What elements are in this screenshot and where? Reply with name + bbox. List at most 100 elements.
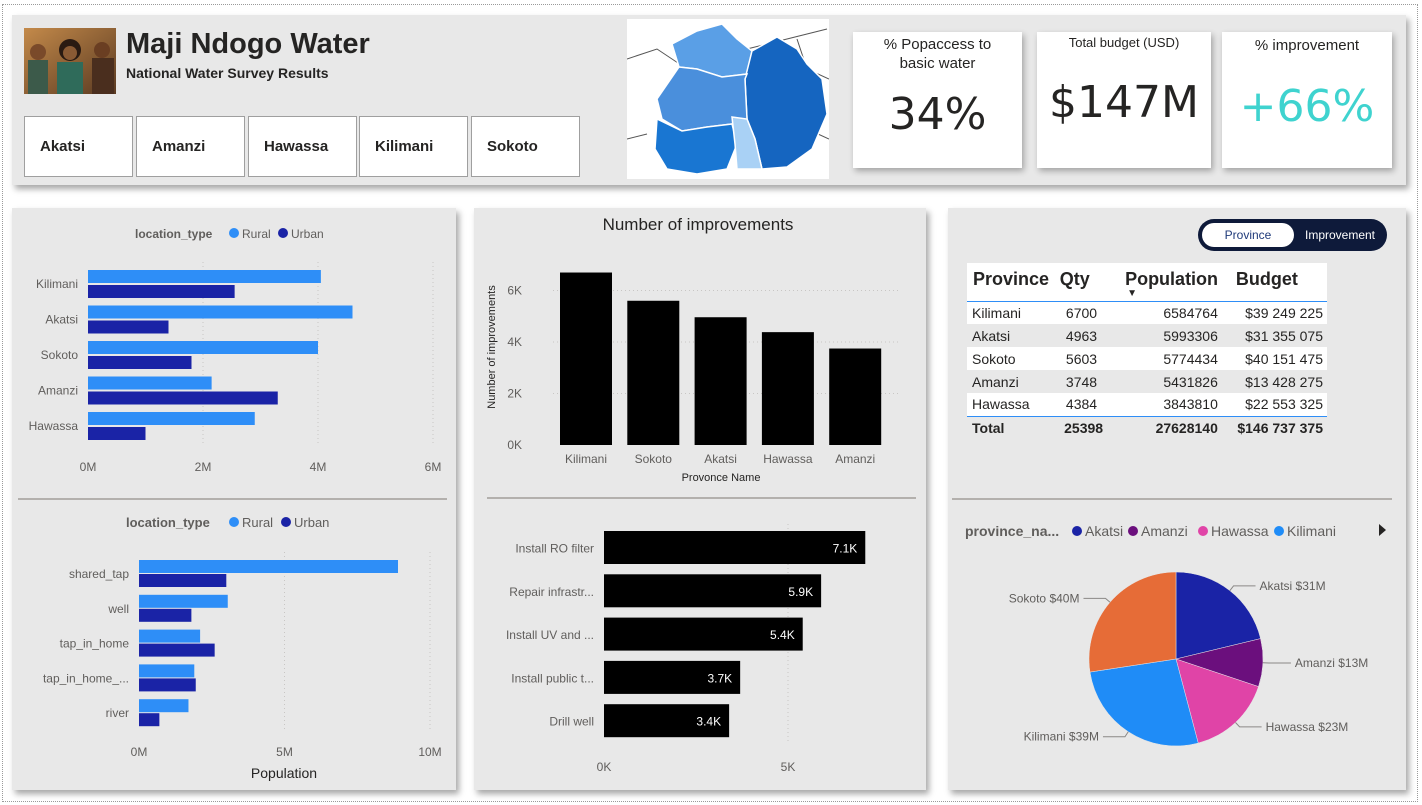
province-slicer-akatsi[interactable]: Akatsi — [24, 116, 133, 177]
sort-desc-icon: ▼ — [1127, 288, 1137, 299]
bar[interactable] — [604, 660, 741, 694]
chart2-legend-urban[interactable]: Urban — [294, 515, 329, 530]
table-total-row: Total 25398 27628140 $146 737 375 — [967, 416, 1327, 439]
legend-label[interactable]: Akatsi — [1085, 523, 1123, 539]
bar-rural[interactable] — [88, 341, 318, 354]
pie-data-label: Kilimani $39M — [1024, 730, 1099, 744]
category-label: Kilimani — [36, 277, 78, 291]
x-tick-label: 0M — [80, 460, 97, 474]
province-slicer-amanzi[interactable]: Amanzi — [136, 116, 245, 177]
province-slicer-sokoto[interactable]: Sokoto — [471, 116, 580, 177]
data-label: 7.1K — [833, 542, 858, 556]
chart1-legend-rural[interactable]: Rural — [242, 227, 271, 241]
bar-rural[interactable] — [139, 664, 195, 678]
legend-dot — [1274, 526, 1284, 536]
chart2-xlabel: Population — [251, 765, 317, 781]
y-tick-label: 0K — [507, 438, 522, 452]
access-card: % Popaccess to basic water 34% — [853, 32, 1022, 168]
table-row[interactable]: Hawassa 4384 3843810 $22 553 325 — [967, 393, 1327, 416]
bar[interactable] — [694, 317, 747, 445]
y-tick-label: 6K — [507, 284, 522, 298]
bar[interactable] — [604, 574, 822, 608]
toggle-improvement[interactable]: Improvement — [1304, 228, 1376, 242]
table-total-budget: $146 737 375 — [1237, 419, 1323, 436]
table-header-population[interactable]: Population ▼ — [1125, 263, 1228, 301]
budget-card-value: $147M — [1049, 77, 1199, 128]
bar[interactable] — [604, 531, 866, 564]
table-cell-qty: 5603 — [1065, 350, 1098, 367]
table-total-population: 27628140 — [1155, 419, 1218, 436]
chart2-legend-rural[interactable]: Rural — [242, 515, 273, 530]
x-tick-label: 0K — [597, 760, 612, 774]
pie-slice-kilimani[interactable] — [1089, 658, 1199, 747]
bar-urban[interactable] — [88, 285, 235, 298]
bar-urban[interactable] — [139, 678, 196, 692]
bar[interactable] — [627, 300, 680, 445]
bar-rural[interactable] — [139, 699, 189, 713]
pie-data-label: Sokoto $40M — [1009, 591, 1080, 605]
category-label: river — [106, 706, 129, 720]
x-tick-label: 5K — [781, 760, 796, 774]
table-row[interactable]: Akatsi 4963 5993306 $31 355 075 — [967, 324, 1327, 347]
table-row[interactable]: Kilimani 6700 6584764 $39 249 225 — [967, 301, 1327, 324]
bar-rural[interactable] — [139, 594, 228, 608]
province-map[interactable] — [626, 19, 830, 179]
bar-rural[interactable] — [88, 376, 212, 390]
category-label: Sokoto — [41, 348, 79, 362]
bar-urban[interactable] — [88, 320, 169, 334]
legend-dot — [1072, 526, 1082, 536]
legend-label[interactable]: Amanzi — [1141, 523, 1188, 539]
province-table: Province Qty Population ▼ Budget Kiliman… — [967, 263, 1327, 439]
map-region-amanzi — [731, 116, 763, 170]
pie-slice-sokoto[interactable] — [1088, 571, 1177, 673]
bar-urban[interactable] — [139, 608, 192, 622]
table-cell-province: Hawassa — [972, 396, 1030, 413]
improvement-card: % improvement +66% — [1222, 32, 1392, 168]
bar-rural[interactable] — [139, 629, 201, 643]
pie-slice-akatsi[interactable] — [1175, 571, 1261, 660]
category-label: Kilimani — [565, 452, 607, 466]
bar-urban[interactable] — [139, 713, 160, 727]
bar-rural[interactable] — [88, 305, 353, 319]
bar[interactable] — [761, 332, 814, 445]
table-header-budget[interactable]: Budget — [1235, 269, 1298, 289]
population-by-province-chart: 0M 2M 4M 6M Kilimani Akatsi Sokoto Amanzi Hawass… — [29, 262, 441, 474]
bar[interactable] — [560, 272, 612, 445]
table-header-province[interactable]: Province — [973, 269, 1050, 289]
table-row[interactable]: Sokoto 5603 5774434 $40 151 475 — [967, 347, 1327, 370]
toggle-province[interactable]: Province — [1202, 223, 1294, 247]
province-slicer-kilimani[interactable]: Kilimani — [359, 116, 468, 177]
bar-urban[interactable] — [139, 574, 227, 587]
bar-urban[interactable] — [88, 356, 192, 369]
bar-rural[interactable] — [139, 560, 398, 573]
bar[interactable] — [604, 704, 730, 738]
bar-rural[interactable] — [88, 412, 255, 425]
category-label: Repair infrastr... — [509, 585, 594, 599]
category-label: well — [107, 602, 129, 616]
x-tick-label: 4M — [310, 460, 327, 474]
table-cell-budget: $31 355 075 — [1245, 327, 1323, 344]
table-cell-budget: $13 428 275 — [1245, 373, 1323, 390]
view-toggle[interactable]: Province Improvement — [1198, 219, 1387, 251]
province-slicer-hawassa[interactable]: Hawassa — [248, 116, 357, 177]
pie-data-label: Akatsi $31M — [1260, 579, 1326, 593]
table-header-qty[interactable]: Qty — [1059, 269, 1090, 289]
bar-rural[interactable] — [88, 270, 321, 283]
legend-label[interactable]: Hawassa — [1211, 523, 1269, 539]
bar[interactable] — [829, 348, 882, 445]
bar[interactable] — [604, 617, 803, 651]
bar-urban[interactable] — [88, 391, 278, 405]
leader-line — [1229, 585, 1256, 591]
legend-label[interactable]: Kilimani — [1287, 523, 1336, 539]
chart1-legend-urban[interactable]: Urban — [291, 227, 324, 241]
access-card-value: 34% — [888, 89, 987, 140]
table-cell-province: Amanzi — [972, 373, 1019, 390]
category-label: Drill well — [549, 715, 594, 729]
bar-urban[interactable] — [88, 427, 146, 440]
pie-legend-next-icon[interactable] — [1379, 524, 1386, 536]
bar-urban[interactable] — [139, 643, 215, 657]
table-header-population-label: Population — [1125, 269, 1219, 289]
data-label: 5.9K — [788, 585, 813, 599]
table-row[interactable]: Amanzi 3748 5431826 $13 428 275 — [967, 370, 1327, 393]
category-label: Akatsi — [45, 313, 78, 327]
